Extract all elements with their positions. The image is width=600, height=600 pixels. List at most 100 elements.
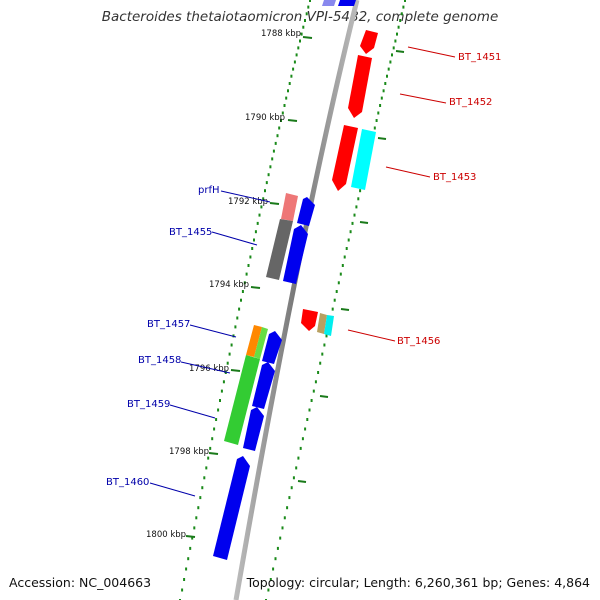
gene-BT_1456-red[interactable] [301, 309, 318, 331]
track-dot [219, 399, 221, 402]
track-dot [251, 247, 254, 250]
track-dot [276, 546, 279, 550]
track-dot [197, 506, 200, 510]
tick-1798: 1798 kbp [169, 447, 219, 457]
track-dot [240, 298, 242, 302]
label-BT_1457[interactable]: BT_1457 [147, 319, 190, 330]
track-dot [230, 343, 233, 347]
tick-1792: 1792 kbp [228, 197, 280, 207]
track-dot [286, 506, 289, 510]
gene-BT_1455-pseudo[interactable] [266, 219, 293, 280]
track-dot [302, 25, 305, 29]
tick-label-1790: 1790 kbp [245, 113, 285, 123]
track-dot [379, 104, 382, 107]
track-dot [276, 134, 279, 138]
track-dot [373, 126, 376, 130]
track-dot [331, 307, 334, 311]
track-dot [335, 290, 338, 293]
label-BT_1459[interactable]: BT_1459 [127, 399, 170, 410]
track-dot [209, 446, 212, 450]
track-dot [292, 67, 295, 71]
label-BT_1458[interactable]: BT_1458 [138, 355, 181, 366]
gene-BT_1459-blue[interactable] [243, 407, 264, 451]
track-dot [267, 173, 270, 177]
track-dot [211, 437, 214, 441]
tick-1790: 1790 kbp [245, 113, 298, 123]
track-dot [314, 380, 317, 384]
gene-BT_1457-feature[interactable] [254, 327, 268, 359]
map-title: Bacteroides thetaiotaomicron VPI-5482, c… [101, 9, 499, 25]
gene-BT_1457-other[interactable] [246, 325, 262, 357]
track-dot [265, 181, 268, 185]
track-dot [264, 189, 266, 193]
track-dot [304, 19, 306, 22]
track-dot [402, 5, 405, 9]
track-dot [297, 46, 300, 50]
gene-BT_1456-mixed[interactable] [317, 313, 327, 334]
track-dot [312, 389, 315, 393]
track-dot [207, 456, 210, 460]
track-dot [389, 60, 392, 64]
gene-minus-top-partial[interactable] [338, 0, 356, 6]
track-dot [301, 437, 304, 441]
label-BT_1452[interactable]: BT_1452 [449, 97, 492, 108]
track-dot [353, 213, 356, 217]
tick-label-1788: 1788 kbp [261, 29, 301, 39]
gene-BT_1453-rna[interactable] [351, 129, 376, 190]
track-dot [199, 496, 202, 500]
track-dot [201, 486, 204, 490]
gene-BT_1460[interactable] [213, 456, 250, 560]
track-dot [337, 281, 340, 285]
track-dot [183, 578, 186, 581]
gene-prfH[interactable] [281, 193, 298, 221]
label-BT_1460[interactable]: BT_1460 [106, 477, 149, 488]
track-dot [269, 578, 272, 581]
label-BT_1451[interactable]: BT_1451 [458, 52, 501, 63]
track-dot [238, 307, 241, 311]
track-dot [283, 104, 286, 107]
accession-text: Accession: NC_004663 [9, 575, 152, 590]
track-dot [287, 89, 289, 93]
track-dot [272, 567, 275, 571]
label-prfH[interactable]: prfH [198, 185, 220, 196]
track-dot [317, 371, 320, 374]
track-dot [253, 238, 255, 242]
track-dot [384, 82, 387, 85]
gene-BT_1453-red[interactable] [332, 125, 358, 191]
gene-BT_1451[interactable] [360, 30, 378, 54]
track-dot [222, 380, 225, 384]
track-dot [241, 290, 244, 293]
track-dot [281, 111, 284, 115]
track-dot [400, 12, 403, 16]
gene-BT_1456-rna[interactable] [324, 315, 334, 336]
label-BT_1455[interactable]: BT_1455 [169, 227, 212, 238]
track-dot [299, 446, 302, 450]
track-dot [357, 197, 360, 201]
track-dot [325, 334, 328, 338]
gene-BT_1455[interactable] [283, 225, 308, 284]
dotted-tracks [179, 0, 406, 600]
gene-BT_1457-blue[interactable] [262, 331, 282, 364]
track-dot [191, 536, 194, 540]
track-dot [226, 361, 229, 365]
label-BT_1456[interactable]: BT_1456 [397, 336, 440, 347]
track-dot [288, 496, 291, 500]
track-dot [351, 221, 354, 225]
gene-BT_1452[interactable] [348, 55, 372, 118]
track-dot [274, 141, 277, 145]
gene-blue-near-prfH[interactable] [297, 197, 315, 226]
gene-BT_1458-feature[interactable] [224, 355, 260, 445]
gene-minus-top-partial-2[interactable] [322, 0, 336, 6]
track-dot [262, 197, 265, 201]
track-dot [295, 466, 298, 470]
track-dot [339, 272, 342, 276]
label-BT_1453[interactable]: BT_1453 [433, 172, 476, 183]
track-dot [300, 32, 303, 36]
track-dot [249, 255, 252, 259]
track-dot [397, 25, 400, 29]
gene-BT_1458-blue[interactable] [252, 362, 275, 409]
plus-track-dashes [297, 50, 405, 483]
track-dot [278, 126, 281, 130]
track-dot [290, 486, 293, 490]
